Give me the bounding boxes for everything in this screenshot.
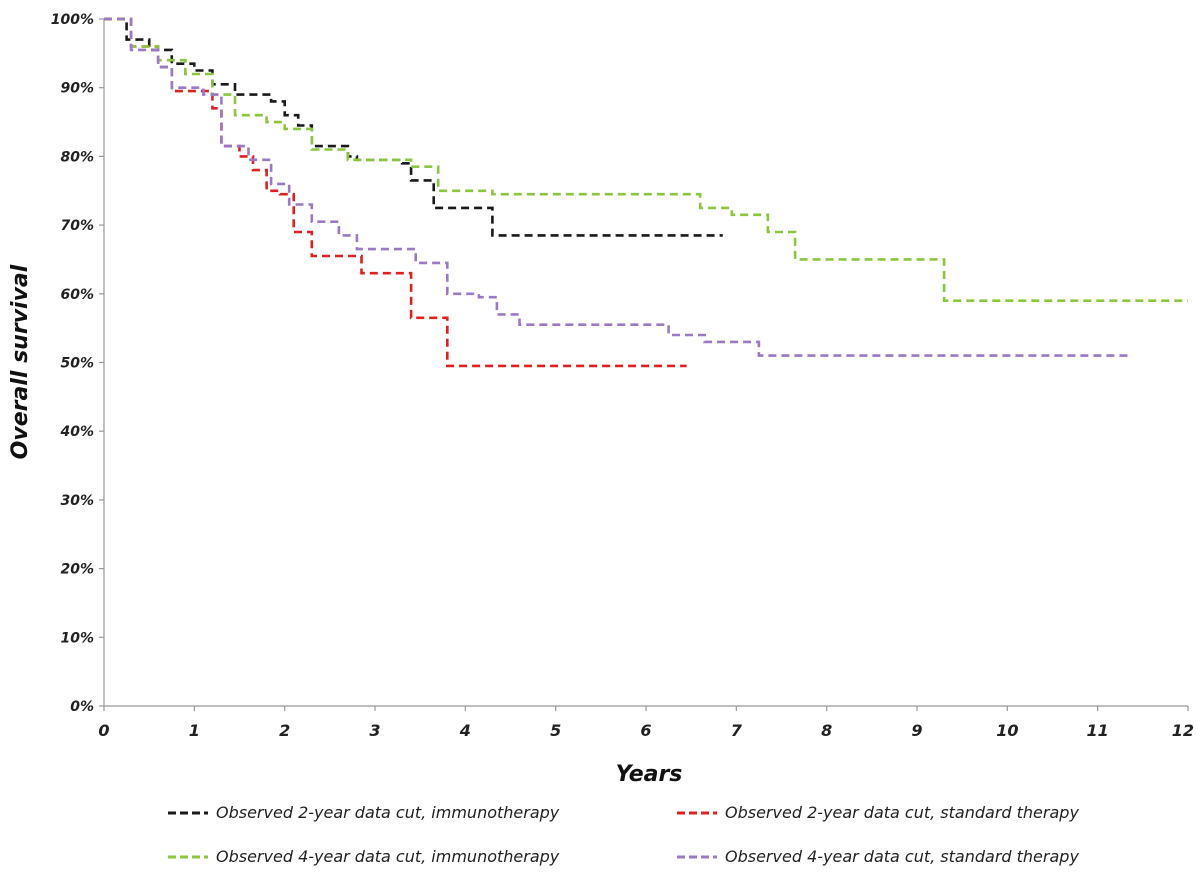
series-line-2	[104, 17, 687, 368]
legend-item: Observed 4-year data cut, standard thera…	[677, 847, 1079, 866]
series-line-3	[104, 17, 1188, 302]
y-tick-label: 90%	[60, 81, 94, 97]
x-tick-label: 2	[279, 721, 290, 740]
y-axis-title: Overall survival	[8, 264, 33, 459]
x-tick-label: 3	[369, 721, 380, 740]
x-tick-label: 6	[640, 721, 651, 740]
x-ticks: 0 1 2 3 4 5 6 7 8 9 10 11 12	[98, 706, 1194, 740]
y-ticks: 0% 10% 20% 30% 40% 50% 60% 70% 80% 90% 100%	[51, 12, 104, 715]
y-tick-label: 10%	[60, 630, 94, 646]
x-tick-label: 12	[1172, 721, 1194, 740]
legend-item: Observed 4-year data cut, immunotherapy	[168, 847, 560, 866]
legend-label: Observed 4-year data cut, standard thera…	[725, 847, 1079, 866]
x-tick-label: 10	[996, 721, 1018, 740]
legend-item: Observed 2-year data cut, standard thera…	[677, 803, 1079, 822]
x-tick-label: 1	[189, 721, 200, 740]
legend-item: Observed 2-year data cut, immunotherapy	[168, 803, 560, 822]
series-line-1	[104, 17, 723, 237]
y-tick-label: 100%	[51, 12, 94, 28]
x-axis-title: Years	[616, 762, 683, 787]
y-tick-label: 50%	[60, 356, 94, 372]
x-tick-label: 0	[98, 721, 109, 740]
y-tick-label: 70%	[60, 218, 94, 234]
legend: Observed 2-year data cut, immunotherapy O…	[168, 803, 1079, 866]
y-tick-label: 20%	[60, 562, 94, 578]
y-tick-label: 80%	[60, 149, 94, 165]
y-tick-label: 0%	[70, 699, 94, 715]
legend-label: Observed 2-year data cut, immunotherapy	[216, 803, 560, 822]
x-tick-label: 4	[459, 721, 471, 740]
x-tick-label: 11	[1087, 721, 1109, 740]
legend-label: Observed 2-year data cut, standard thera…	[725, 803, 1079, 822]
series-layer	[104, 17, 1188, 368]
legend-label: Observed 4-year data cut, immunotherapy	[216, 847, 560, 866]
y-tick-label: 30%	[60, 493, 94, 509]
x-tick-label: 9	[911, 721, 922, 740]
y-tick-label: 60%	[60, 287, 94, 303]
x-tick-label: 5	[550, 721, 561, 740]
x-tick-label: 7	[731, 721, 743, 740]
y-tick-label: 40%	[59, 424, 94, 440]
x-tick-label: 8	[821, 721, 832, 740]
series-line-4	[104, 17, 1130, 357]
